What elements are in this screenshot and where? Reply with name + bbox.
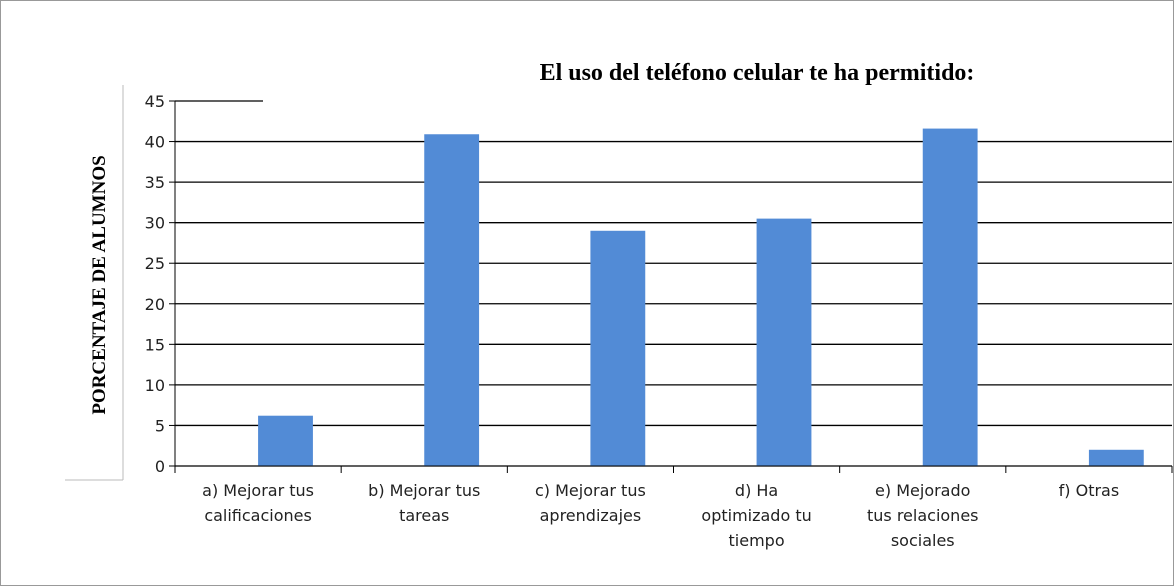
x-tick-label: e) Mejorado tus relaciones sociales (867, 481, 979, 550)
y-tick-label: 20 (145, 295, 165, 314)
x-tick-label: c) Mejorar tus aprendizajes (535, 481, 646, 525)
bar (424, 134, 480, 466)
y-axis-title: PORCENTAJE DE ALUMNOS (89, 155, 110, 414)
y-tick-label: 25 (145, 254, 165, 273)
y-tick-label: 15 (145, 335, 165, 354)
bar (590, 230, 646, 466)
chart-title: El uso del teléfono celular te ha permit… (540, 60, 975, 86)
x-tick-label: b) Mejorar tus tareas (368, 481, 480, 525)
x-tick-label: f) Otras (1059, 481, 1120, 500)
x-tick-label: a) Mejorar tus calificaciones (202, 481, 314, 525)
y-tick-label: 45 (145, 92, 165, 111)
x-tick-label: d) Ha optimizado tu tiempo (701, 481, 811, 550)
y-tick-label: 35 (145, 173, 165, 192)
bar (1088, 449, 1144, 466)
bar (258, 415, 313, 466)
y-tick-label: 10 (145, 376, 165, 395)
bar (756, 218, 812, 466)
y-tick-label: 40 (145, 133, 165, 152)
bar (922, 128, 978, 467)
y-tick-label: 30 (145, 214, 165, 233)
y-tick-label: 0 (155, 457, 165, 476)
y-tick-label: 5 (155, 416, 165, 435)
